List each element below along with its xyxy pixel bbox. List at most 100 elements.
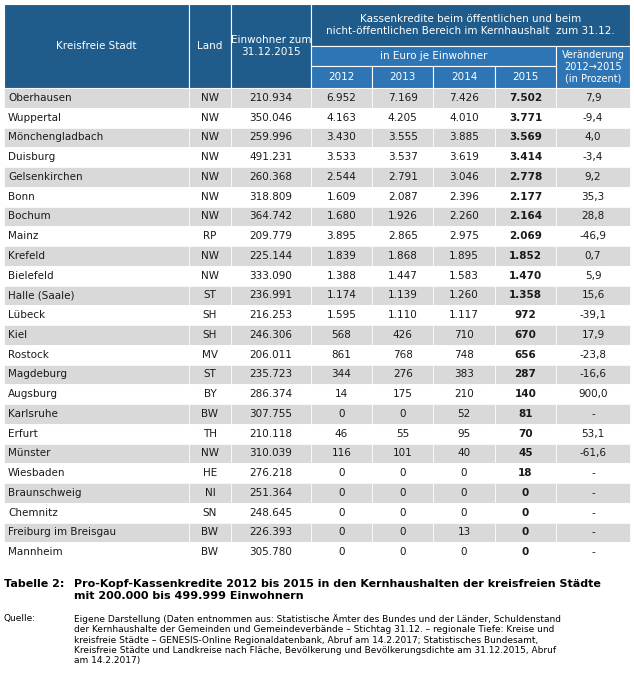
Bar [434, 483, 495, 503]
Bar [4, 404, 189, 424]
Text: 287: 287 [515, 369, 536, 380]
Text: NW: NW [201, 93, 219, 103]
Text: 2014: 2014 [451, 72, 477, 82]
Bar [311, 286, 372, 305]
Bar [495, 345, 556, 364]
Bar [231, 286, 311, 305]
Bar [556, 444, 630, 463]
Bar [556, 542, 630, 562]
Bar [372, 384, 434, 404]
Bar [231, 483, 311, 503]
Text: 7.169: 7.169 [388, 93, 418, 103]
Text: 2.087: 2.087 [388, 192, 418, 201]
Text: NW: NW [201, 152, 219, 162]
Bar [311, 246, 372, 266]
Text: 116: 116 [332, 448, 351, 458]
Bar [189, 108, 231, 128]
Bar [495, 187, 556, 206]
Bar [311, 483, 372, 503]
Text: 4.205: 4.205 [388, 112, 418, 123]
Bar [372, 147, 434, 167]
Bar [231, 522, 311, 542]
Bar [372, 167, 434, 187]
Bar [434, 404, 495, 424]
Bar [311, 128, 372, 147]
Bar [556, 483, 630, 503]
Text: Freiburg im Breisgau: Freiburg im Breisgau [8, 527, 116, 538]
Text: 4,0: 4,0 [585, 132, 601, 142]
Bar [434, 266, 495, 286]
Bar [434, 503, 495, 522]
Bar [189, 226, 231, 246]
Text: Erfurt: Erfurt [8, 428, 38, 439]
Text: 0: 0 [399, 527, 406, 538]
Bar [4, 364, 189, 384]
Text: NW: NW [201, 112, 219, 123]
Bar [372, 444, 434, 463]
Bar [372, 108, 434, 128]
Bar [189, 483, 231, 503]
Text: 1.388: 1.388 [327, 270, 356, 281]
Bar [495, 325, 556, 345]
Text: 0: 0 [338, 547, 345, 557]
Bar [311, 108, 372, 128]
Bar [4, 286, 189, 305]
Text: Pro-Kopf-Kassenkredite 2012 bis 2015 in den Kernhaushalten der kreisfreien Städt: Pro-Kopf-Kassenkredite 2012 bis 2015 in … [74, 579, 601, 600]
Text: 210.118: 210.118 [250, 428, 292, 439]
Text: 259.996: 259.996 [249, 132, 292, 142]
Bar [556, 345, 630, 364]
Bar [556, 226, 630, 246]
Bar [434, 128, 495, 147]
Text: 0: 0 [399, 409, 406, 419]
Text: 209.779: 209.779 [250, 231, 292, 241]
Text: 2.260: 2.260 [450, 211, 479, 221]
Bar [189, 167, 231, 187]
Bar [4, 503, 189, 522]
Text: Gelsenkirchen: Gelsenkirchen [8, 172, 82, 182]
Text: 768: 768 [393, 350, 413, 359]
Text: 0,7: 0,7 [585, 251, 601, 261]
Text: 210.934: 210.934 [250, 93, 292, 103]
Text: RP: RP [204, 231, 217, 241]
Bar [372, 542, 434, 562]
Text: Magdeburg: Magdeburg [8, 369, 67, 380]
Bar [556, 128, 630, 147]
Text: NW: NW [201, 132, 219, 142]
Bar [372, 325, 434, 345]
Bar [372, 522, 434, 542]
Text: Karlsruhe: Karlsruhe [8, 409, 58, 419]
Text: Tabelle 2:: Tabelle 2: [4, 579, 65, 589]
Text: NW: NW [201, 192, 219, 201]
Bar [311, 325, 372, 345]
Text: 70: 70 [518, 428, 533, 439]
Bar [372, 206, 434, 226]
Text: 46: 46 [335, 428, 348, 439]
Text: NI: NI [205, 488, 216, 498]
Text: 1.260: 1.260 [450, 290, 479, 300]
Text: Halle (Saale): Halle (Saale) [8, 290, 75, 300]
Text: BY: BY [204, 389, 216, 399]
Bar [231, 246, 311, 266]
Text: 4.163: 4.163 [327, 112, 356, 123]
Text: 2.865: 2.865 [388, 231, 418, 241]
Text: 13: 13 [458, 527, 470, 538]
Bar [231, 364, 311, 384]
Text: 235.723: 235.723 [249, 369, 292, 380]
Bar [556, 147, 630, 167]
Text: 900,0: 900,0 [578, 389, 608, 399]
Bar [495, 147, 556, 167]
Text: Mönchengladbach: Mönchengladbach [8, 132, 103, 142]
Bar [189, 187, 231, 206]
Bar [311, 266, 372, 286]
Text: 2.975: 2.975 [449, 231, 479, 241]
Bar [372, 286, 434, 305]
Text: 426: 426 [393, 330, 413, 340]
Bar [311, 404, 372, 424]
Text: 1.839: 1.839 [327, 251, 356, 261]
Bar [189, 286, 231, 305]
Text: Wiesbaden: Wiesbaden [8, 468, 65, 478]
Bar [372, 364, 434, 384]
Bar [556, 266, 630, 286]
Bar [4, 325, 189, 345]
Text: 1.583: 1.583 [449, 270, 479, 281]
